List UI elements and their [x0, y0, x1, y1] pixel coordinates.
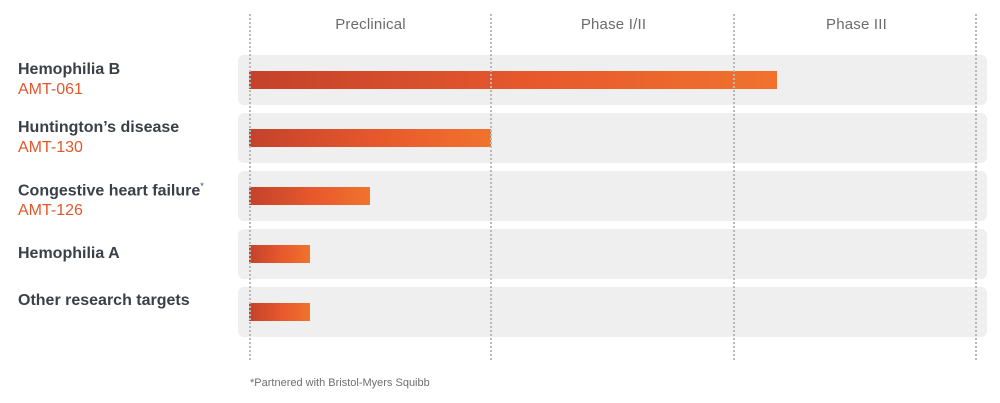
indication-name: Hemophilia A: [18, 245, 120, 262]
gridline-phase-1-2: [490, 14, 492, 360]
program-code: AMT-126: [18, 202, 83, 220]
indication-name: Other research targets: [18, 292, 190, 309]
row-label: Hemophilia B AMT-061: [18, 60, 233, 100]
gridline-end: [975, 14, 977, 360]
gridline-phase-3: [733, 14, 735, 360]
footnote: *Partnered with Bristol-Myers Squibb: [250, 377, 430, 389]
program-code: AMT-130: [18, 139, 83, 156]
row-background: [238, 287, 987, 337]
phase-label-phase-1-2: Phase I/II: [580, 16, 647, 33]
progress-bar: [249, 303, 310, 321]
row-label: Hemophilia A: [18, 244, 233, 264]
progress-bar: [249, 71, 777, 89]
progress-bar: [249, 245, 310, 263]
indication-name: Congestive heart failure: [18, 182, 201, 200]
row-background: [238, 229, 987, 279]
phase-label-preclinical: Preclinical: [335, 16, 406, 33]
indication-name: Huntington’s disease: [18, 119, 180, 136]
row-label: Huntington’s disease AMT-130: [18, 118, 233, 158]
progress-bar: [249, 129, 491, 147]
partner-asterisk: *: [200, 181, 204, 191]
phase-label-phase-3: Phase III: [825, 16, 887, 33]
indication-name: Hemophilia B: [18, 61, 121, 78]
progress-bar: [249, 187, 370, 205]
row-label: Congestive heart failure* AMT-126: [18, 176, 233, 221]
row-label: Other research targets: [18, 291, 233, 311]
program-code: AMT-061: [18, 81, 83, 98]
gridline-start: [249, 14, 251, 360]
